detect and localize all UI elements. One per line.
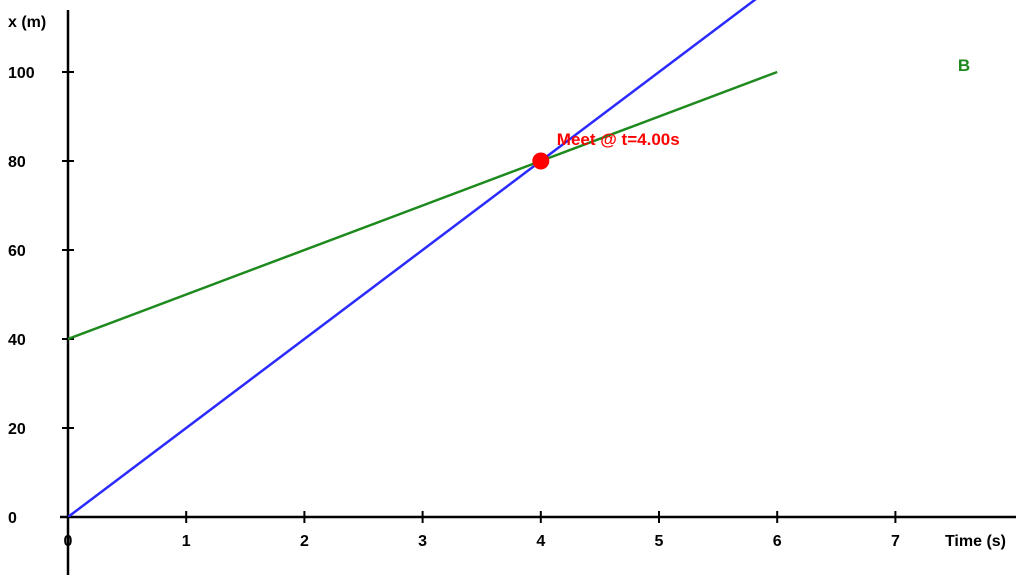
y-axis-label: x (m) <box>8 14 46 31</box>
x-axis-ticks: 0 1 2 3 4 5 6 7 <box>64 511 900 550</box>
series-line-a <box>68 0 757 517</box>
y-tick-label: 0 <box>8 510 17 527</box>
x-tick-label: 0 <box>64 533 73 550</box>
y-tick-label: 40 <box>8 332 26 349</box>
x-tick-label: 3 <box>418 533 427 550</box>
y-tick-label: 20 <box>8 421 26 438</box>
y-tick-label: 80 <box>8 154 26 171</box>
meeting-point <box>532 152 550 170</box>
y-axis-ticks: 0 20 40 60 80 100 <box>8 65 74 527</box>
y-tick-label: 100 <box>8 65 35 82</box>
series-line-b <box>68 70 778 341</box>
x-tick-label: 5 <box>655 533 664 550</box>
series-b-label: B <box>958 56 970 75</box>
y-tick-label: 60 <box>8 243 26 260</box>
x-tick-label: 7 <box>891 533 900 550</box>
x-tick-label: 6 <box>773 533 782 550</box>
meeting-annotation: Meet @ t=4.00s <box>557 130 680 149</box>
x-tick-label: 2 <box>300 533 309 550</box>
x-axis-label: Time (s) <box>945 533 1006 550</box>
x-tick-label: 1 <box>182 533 191 550</box>
x-tick-label: 4 <box>536 533 545 550</box>
series-lines <box>68 0 778 517</box>
